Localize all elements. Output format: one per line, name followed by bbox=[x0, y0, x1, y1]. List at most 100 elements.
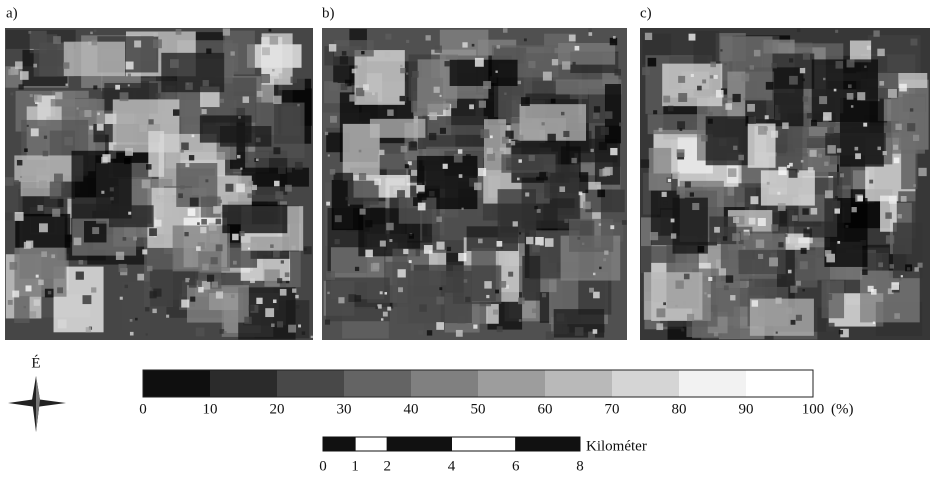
image-speckle bbox=[398, 269, 406, 277]
image-speckle bbox=[678, 93, 687, 102]
image-patch bbox=[822, 280, 845, 318]
image-speckle bbox=[766, 82, 774, 90]
image-speckle bbox=[270, 244, 274, 248]
scale-segment bbox=[355, 437, 387, 451]
image-speckle bbox=[209, 223, 217, 231]
image-speckle bbox=[771, 131, 778, 138]
image-speckle bbox=[200, 227, 206, 233]
image-speckle bbox=[381, 318, 383, 320]
image-speckle bbox=[605, 111, 613, 119]
image-patch bbox=[673, 198, 708, 254]
image-speckle bbox=[348, 204, 350, 206]
image-speckle bbox=[112, 275, 119, 282]
image-speckle bbox=[238, 116, 241, 119]
image-speckle bbox=[232, 234, 239, 241]
image-speckle bbox=[495, 290, 499, 294]
image-speckle bbox=[604, 250, 608, 254]
image-speckle bbox=[142, 249, 147, 254]
image-speckle bbox=[397, 190, 405, 198]
image-speckle bbox=[708, 277, 712, 281]
scale-segment bbox=[323, 437, 355, 451]
image-speckle bbox=[597, 189, 605, 197]
image-speckle bbox=[459, 174, 463, 178]
image-patch bbox=[662, 64, 722, 107]
image-speckle bbox=[863, 123, 867, 127]
image-patch bbox=[812, 59, 878, 122]
image-speckle bbox=[778, 242, 783, 247]
image-speckle bbox=[185, 82, 193, 90]
image-speckle bbox=[335, 215, 342, 222]
image-speckle bbox=[91, 287, 96, 292]
image-speckle bbox=[304, 246, 312, 254]
image-speckle bbox=[778, 167, 786, 175]
image-speckle bbox=[792, 197, 800, 205]
image-speckle bbox=[150, 291, 157, 298]
image-patch bbox=[334, 40, 374, 56]
image-speckle bbox=[225, 184, 233, 192]
image-speckle bbox=[360, 209, 366, 215]
image-speckle bbox=[573, 62, 576, 65]
image-speckle bbox=[207, 275, 214, 282]
image-speckle bbox=[791, 320, 796, 325]
image-patch bbox=[64, 42, 125, 76]
image-speckle bbox=[495, 71, 497, 73]
image-speckle bbox=[202, 264, 209, 271]
image-speckle bbox=[134, 40, 141, 47]
image-speckle bbox=[181, 149, 184, 152]
image-speckle bbox=[545, 238, 554, 247]
image-speckle bbox=[387, 307, 391, 311]
image-speckle bbox=[130, 319, 133, 322]
image-speckle bbox=[548, 134, 556, 142]
page: a) b) c) É 0102030405060708090100(%) 012… bbox=[0, 0, 933, 484]
image-speckle bbox=[271, 323, 275, 327]
image-speckle bbox=[359, 173, 366, 180]
image-patch bbox=[418, 116, 488, 149]
image-speckle bbox=[170, 59, 179, 68]
image-speckle bbox=[503, 28, 508, 33]
legend-tick-label: 0 bbox=[139, 401, 147, 417]
image-speckle bbox=[723, 236, 727, 240]
image-speckle bbox=[546, 331, 554, 339]
image-speckle bbox=[385, 52, 390, 57]
image-speckle bbox=[790, 286, 797, 293]
image-speckle bbox=[273, 96, 281, 104]
image-speckle bbox=[593, 292, 600, 299]
image-speckle bbox=[878, 262, 883, 267]
image-speckle bbox=[8, 69, 14, 75]
image-speckle bbox=[508, 272, 513, 277]
image-speckle bbox=[782, 122, 788, 128]
image-speckle bbox=[184, 232, 188, 236]
image-speckle bbox=[385, 34, 391, 40]
image-speckle bbox=[590, 149, 593, 152]
image-speckle bbox=[188, 208, 196, 216]
image-speckle bbox=[58, 319, 67, 328]
image-speckle bbox=[864, 66, 866, 68]
image-speckle bbox=[846, 67, 848, 69]
image-speckle bbox=[918, 263, 923, 268]
image-speckle bbox=[212, 281, 218, 287]
image-patch bbox=[397, 271, 440, 324]
image-speckle bbox=[469, 104, 474, 109]
image-speckle bbox=[156, 195, 160, 199]
image-patch bbox=[264, 269, 279, 286]
image-speckle bbox=[910, 108, 913, 111]
image-speckle bbox=[292, 289, 296, 293]
image-speckle bbox=[802, 78, 805, 81]
image-speckle bbox=[139, 124, 147, 132]
image-speckle bbox=[176, 29, 182, 35]
image-speckle bbox=[458, 149, 463, 154]
image-speckle bbox=[907, 123, 915, 131]
image-speckle bbox=[497, 326, 503, 332]
image-speckle bbox=[776, 298, 782, 304]
image-speckle bbox=[622, 220, 627, 225]
image-speckle bbox=[614, 69, 621, 76]
image-speckle bbox=[19, 84, 24, 89]
image-speckle bbox=[434, 87, 440, 93]
image-speckle bbox=[535, 237, 544, 246]
image-patch bbox=[522, 256, 540, 301]
image-patch bbox=[348, 181, 379, 205]
image-speckle bbox=[518, 159, 521, 162]
image-speckle bbox=[873, 322, 875, 324]
scale-tick-label: 4 bbox=[448, 458, 456, 474]
image-speckle bbox=[155, 220, 162, 227]
